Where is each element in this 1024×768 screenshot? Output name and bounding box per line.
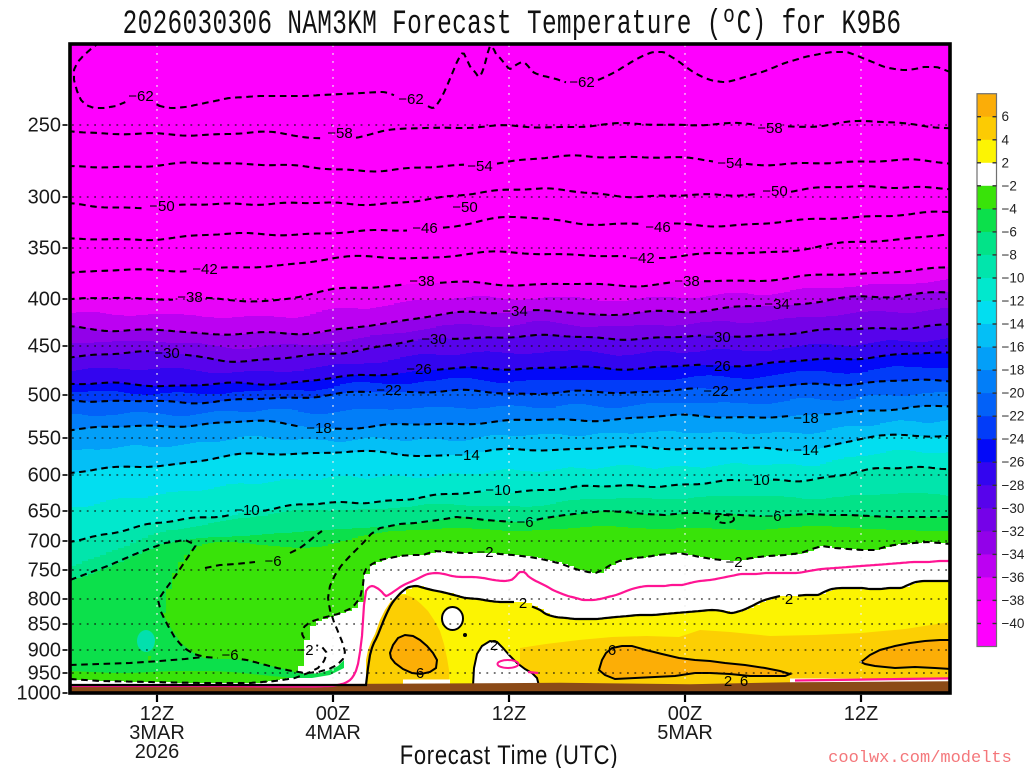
svg-text:−18: −18 [1002,363,1024,378]
svg-text:−54: −54 [467,158,492,175]
svg-text:−6: −6 [264,553,281,570]
svg-text:−50: −50 [149,198,174,215]
svg-text:−38: −38 [177,289,202,306]
svg-text:12Z: 12Z [492,703,526,725]
svg-text:−22: −22 [376,382,401,399]
svg-text:−26: −26 [1002,455,1024,470]
svg-text:−30: −30 [1002,501,1024,516]
svg-text:−30: −30 [421,331,446,348]
svg-text:400: 400 [28,289,61,311]
svg-text:350: 350 [28,238,61,260]
svg-text:−12: −12 [1002,294,1024,309]
svg-text:−62: −62 [569,74,594,91]
svg-text:2: 2 [785,591,793,608]
svg-text:−26: −26 [705,358,730,375]
svg-text:−2: −2 [725,554,742,571]
svg-text:−10: −10 [485,482,510,499]
svg-text:−2: −2 [476,544,493,561]
svg-text:−10: −10 [1002,271,1024,286]
svg-text:−40: −40 [1002,616,1024,631]
svg-text:−18: −18 [793,410,818,427]
svg-text:12Z: 12Z [844,703,878,725]
svg-text:00Z: 00Z [316,703,350,725]
svg-text:2: 2 [490,637,498,654]
svg-text:−24: −24 [1002,432,1024,447]
svg-text:−10: −10 [234,502,259,519]
svg-text:−42: −42 [192,261,217,278]
svg-text:6: 6 [740,673,748,690]
svg-text:−10: −10 [744,472,769,489]
svg-text:−6: −6 [221,647,238,664]
svg-text:6: 6 [416,665,424,682]
svg-text:−28: −28 [1002,478,1024,493]
svg-text:−54: −54 [717,155,742,172]
svg-text:2026: 2026 [135,741,180,763]
svg-text:−4: −4 [1002,201,1018,216]
svg-text:500: 500 [28,385,61,407]
svg-text:5MAR: 5MAR [657,722,713,744]
svg-text:−58: −58 [757,120,782,137]
svg-text:−20: −20 [1002,386,1024,401]
svg-text:−62: −62 [398,91,423,108]
svg-text:−50: −50 [452,199,477,216]
svg-text:−32: −32 [1002,524,1024,539]
svg-text:−46: −46 [645,219,670,236]
svg-text:900: 900 [28,640,61,662]
svg-text:−8: −8 [1002,247,1017,262]
svg-text:4: 4 [1002,132,1010,147]
svg-text:2026030306 NAM3KM Forecast Tem: 2026030306 NAM3KM Forecast Temperature (… [123,4,902,43]
svg-text:6: 6 [608,642,616,659]
svg-text:250: 250 [28,115,61,137]
svg-text:2: 2 [1002,155,1010,170]
svg-text:−36: −36 [1002,570,1024,585]
svg-text:600: 600 [28,465,61,487]
svg-text:−16: −16 [1002,340,1024,355]
svg-text:6: 6 [1002,109,1010,124]
svg-text:−6: −6 [1002,224,1017,239]
svg-text:−38: −38 [409,273,434,290]
svg-text:−6: −6 [516,514,533,531]
svg-text:300: 300 [28,187,61,209]
svg-text:−34: −34 [1002,547,1024,562]
svg-text:Forecast Time (UTC): Forecast Time (UTC) [400,741,619,768]
svg-text:650: 650 [28,501,61,523]
svg-text:−34: −34 [764,296,789,313]
svg-text:−34: −34 [502,303,527,320]
svg-text:12Z: 12Z [140,703,174,725]
svg-text:00Z: 00Z [668,703,702,725]
svg-text:−26: −26 [406,361,431,378]
svg-text:−38: −38 [1002,593,1024,608]
svg-text:750: 750 [28,560,61,582]
svg-text:−58: −58 [327,125,352,142]
svg-text:800: 800 [28,589,61,611]
svg-text:−2: −2 [296,642,313,659]
svg-text:4MAR: 4MAR [305,722,361,744]
svg-text:−46: −46 [412,220,437,237]
svg-text:−2: −2 [1002,178,1017,193]
svg-text:1000: 1000 [17,683,62,705]
svg-text:−18: −18 [306,420,331,437]
svg-text:−50: −50 [762,183,787,200]
svg-text:−42: −42 [629,250,654,267]
svg-text:−30: −30 [154,345,179,362]
svg-text:2: 2 [724,673,732,690]
svg-text:2: 2 [519,595,527,612]
svg-text:−6: −6 [764,508,781,525]
svg-text:850: 850 [28,614,61,636]
svg-text:550: 550 [28,428,61,450]
svg-text:coolwx.com/modelts: coolwx.com/modelts [828,749,1012,768]
svg-text:−62: −62 [128,88,153,105]
svg-text:−14: −14 [1002,317,1024,332]
svg-text:−14: −14 [793,442,818,459]
svg-text:−38: −38 [674,273,699,290]
svg-text:950: 950 [28,663,61,685]
svg-text:−30: −30 [705,329,730,346]
svg-text:700: 700 [28,531,61,553]
svg-text:−14: −14 [454,447,479,464]
svg-text:−22: −22 [703,383,728,400]
svg-text:−22: −22 [1002,409,1024,424]
svg-text:450: 450 [28,336,61,358]
svg-text:3MAR: 3MAR [129,722,185,744]
